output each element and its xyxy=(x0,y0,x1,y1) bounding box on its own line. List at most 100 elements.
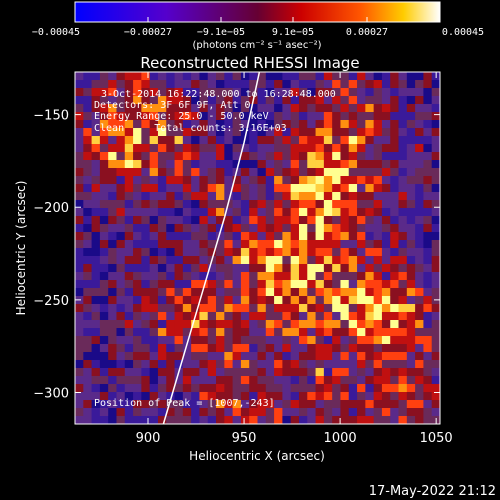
heatmap-cell xyxy=(249,160,258,169)
heatmap-cell xyxy=(348,176,358,185)
heatmap-cell xyxy=(398,280,408,289)
heatmap-cell xyxy=(133,136,142,145)
heatmap-cell xyxy=(298,328,308,337)
heatmap-cell xyxy=(99,344,109,353)
heatmap-cell xyxy=(274,208,283,217)
heatmap-cell xyxy=(99,368,109,377)
heatmap-cell xyxy=(357,400,366,409)
heatmap-cell xyxy=(157,176,167,185)
heatmap-cell xyxy=(348,336,358,345)
heatmap-cell xyxy=(431,376,441,385)
heatmap-cell xyxy=(332,256,341,265)
heatmap-cell xyxy=(415,304,424,313)
heatmap-cell xyxy=(274,192,283,201)
heatmap-cell xyxy=(381,336,391,345)
heatmap-cell xyxy=(373,104,383,113)
heatmap-cell xyxy=(232,264,242,273)
heatmap-cell xyxy=(307,400,316,409)
heatmap-cell xyxy=(282,304,292,313)
heatmap-cell xyxy=(91,376,101,385)
heatmap-cell xyxy=(99,384,109,393)
heatmap-cell xyxy=(332,360,341,369)
heatmap-cell xyxy=(224,184,234,193)
heatmap-cell xyxy=(315,352,325,361)
heatmap-cell xyxy=(224,152,234,161)
heatmap-cell xyxy=(357,344,366,353)
heatmap-cell xyxy=(282,416,292,425)
heatmap-cell xyxy=(249,296,258,305)
heatmap-cell xyxy=(365,88,375,97)
heatmap-cell xyxy=(232,328,242,337)
heatmap-cell xyxy=(357,136,366,145)
heatmap-cell xyxy=(390,128,399,137)
heatmap-cell xyxy=(174,192,184,201)
heatmap-cell xyxy=(406,408,416,417)
heatmap-cell xyxy=(75,320,84,329)
heatmap-cell xyxy=(315,328,325,337)
heatmap-cell xyxy=(340,208,350,217)
heatmap-cell xyxy=(257,192,267,201)
heatmap-cell xyxy=(124,368,134,377)
heatmap-cell xyxy=(431,88,441,97)
heatmap-cell xyxy=(174,304,184,313)
heatmap-cell xyxy=(290,416,300,425)
heatmap-cell xyxy=(265,312,275,321)
heatmap-cell xyxy=(365,128,375,137)
heatmap-cell xyxy=(340,392,350,401)
heatmap-cell xyxy=(431,328,441,337)
heatmap-cell xyxy=(298,392,308,401)
heatmap-cell xyxy=(108,120,117,129)
heatmap-cell xyxy=(298,272,308,281)
heatmap-cell xyxy=(240,272,250,281)
heatmap-cell xyxy=(232,200,242,209)
heatmap-cell xyxy=(315,232,325,241)
heatmap-cell xyxy=(423,312,433,321)
heatmap-cell xyxy=(406,136,416,145)
heatmap-cell xyxy=(91,176,101,185)
heatmap-cell xyxy=(141,208,151,217)
heatmap-cell xyxy=(323,328,333,337)
heatmap-cell xyxy=(348,128,358,137)
heatmap-cell xyxy=(99,352,109,361)
heatmap-cell xyxy=(423,168,433,177)
heatmap-cell xyxy=(373,256,383,265)
heatmap-cell xyxy=(199,216,209,225)
heatmap-cell xyxy=(365,96,375,105)
heatmap-cell xyxy=(415,80,424,89)
heatmap-cell xyxy=(390,256,399,265)
heatmap-cell xyxy=(415,248,424,257)
heatmap-cell xyxy=(141,344,151,353)
heatmap-cell xyxy=(274,296,283,305)
heatmap-cell xyxy=(257,96,267,105)
heatmap-cell xyxy=(274,408,283,417)
heatmap-cell xyxy=(415,200,424,209)
heatmap-cell xyxy=(174,96,184,105)
heatmap-cell xyxy=(141,96,151,105)
heatmap-cell xyxy=(431,208,441,217)
heatmap-cell xyxy=(390,360,399,369)
heatmap-cell xyxy=(182,256,192,265)
heatmap-cell xyxy=(149,128,159,137)
heatmap-cell xyxy=(423,328,433,337)
heatmap-cell xyxy=(124,376,134,385)
heatmap-cell xyxy=(332,392,341,401)
heatmap-cell xyxy=(124,328,134,337)
heatmap-cell xyxy=(108,344,117,353)
heatmap-cell xyxy=(307,376,316,385)
heatmap-cell xyxy=(149,280,159,289)
heatmap-cell xyxy=(108,144,117,153)
heatmap-cell xyxy=(282,248,292,257)
heatmap-cell xyxy=(182,360,192,369)
heatmap-cell xyxy=(166,208,175,217)
heatmap-cell xyxy=(357,72,366,81)
heatmap-cell xyxy=(174,232,184,241)
heatmap-cell xyxy=(390,216,399,225)
heatmap-cell xyxy=(182,72,192,81)
heatmap-cell xyxy=(191,400,200,409)
heatmap-cell xyxy=(431,360,441,369)
heatmap-cell xyxy=(315,88,325,97)
heatmap-cell xyxy=(240,384,250,393)
heatmap-cell xyxy=(133,80,142,89)
heatmap-cell xyxy=(232,104,242,113)
heatmap-cell xyxy=(124,208,134,217)
